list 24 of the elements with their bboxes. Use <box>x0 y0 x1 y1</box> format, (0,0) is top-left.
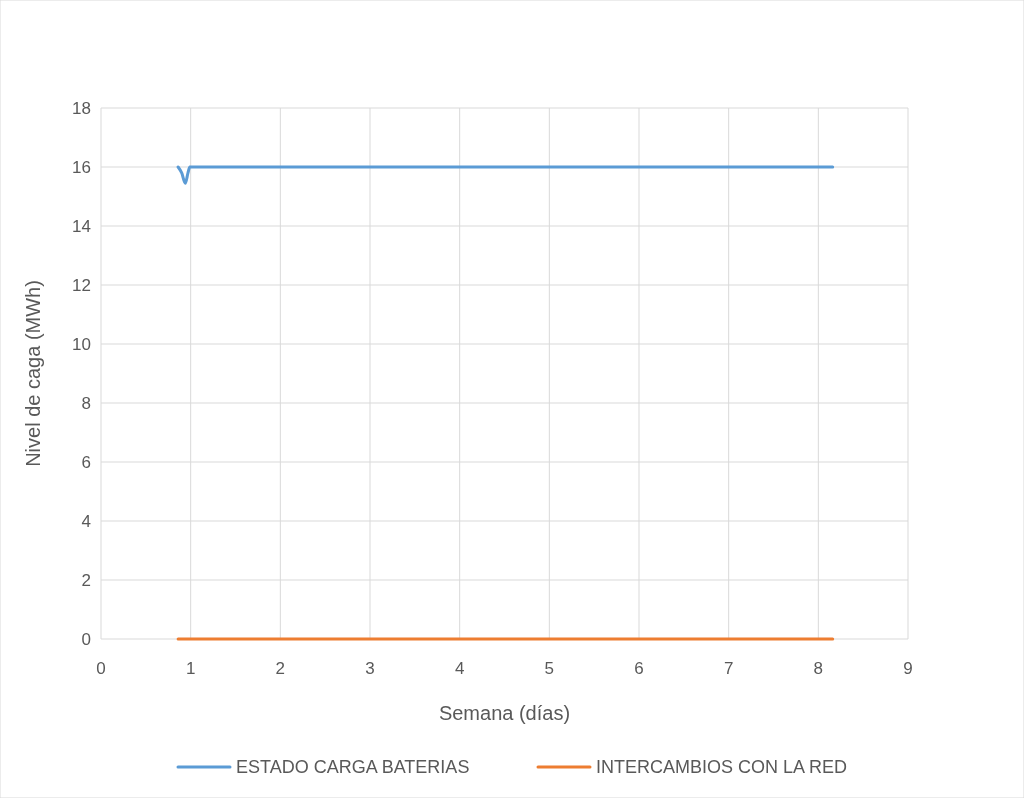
legend-label: INTERCAMBIOS CON LA RED <box>596 757 848 778</box>
y-tick-label: 18 <box>72 98 91 118</box>
x-tick-label: 6 <box>634 659 644 678</box>
x-tick-label: 9 <box>903 659 913 678</box>
x-tick-label: 1 <box>185 659 196 678</box>
y-tick-label: 8 <box>81 393 91 413</box>
y-axis-title: Nivel de caga (MWh) <box>22 280 44 467</box>
y-tick-label: 2 <box>81 570 91 590</box>
y-tick-label: 12 <box>72 275 91 295</box>
x-tick-label: 8 <box>813 659 824 678</box>
y-tick-label: 16 <box>72 157 91 177</box>
y-tick-label: 14 <box>72 216 91 236</box>
x-tick-label: 2 <box>275 659 286 678</box>
x-tick-label: 0 <box>96 659 106 678</box>
y-tick-label: 0 <box>81 629 91 649</box>
y-tick-label: 6 <box>81 452 91 472</box>
y-tick-label: 10 <box>72 334 91 354</box>
x-axis-title: Semana (días) <box>438 702 571 724</box>
x-tick-label: 7 <box>723 659 734 678</box>
x-tick-label: 4 <box>454 659 465 678</box>
y-tick-label: 4 <box>81 511 91 531</box>
legend-label: ESTADO CARGA BATERIAS <box>236 757 470 778</box>
x-tick-label: 3 <box>365 659 375 678</box>
x-tick-label: 5 <box>544 659 555 678</box>
